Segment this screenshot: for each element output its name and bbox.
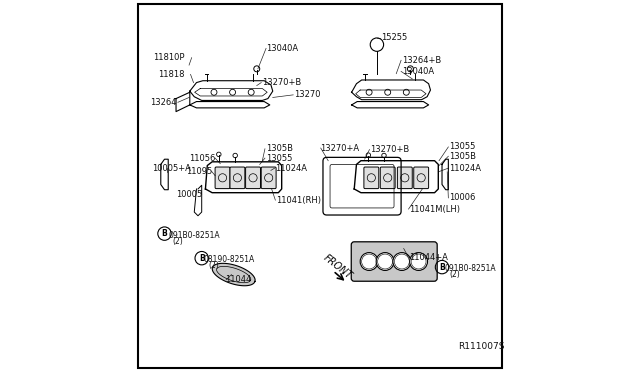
Circle shape <box>360 253 378 270</box>
FancyBboxPatch shape <box>230 167 245 189</box>
Text: 091B0-8251A: 091B0-8251A <box>445 264 496 273</box>
Text: 11056: 11056 <box>189 154 216 163</box>
Polygon shape <box>212 263 255 286</box>
FancyBboxPatch shape <box>364 167 379 189</box>
Text: 13270+B: 13270+B <box>370 145 410 154</box>
Text: 13055: 13055 <box>449 142 476 151</box>
FancyBboxPatch shape <box>351 242 437 281</box>
FancyBboxPatch shape <box>413 167 429 189</box>
Text: 13055: 13055 <box>266 154 292 163</box>
Text: 091B0-8251A: 091B0-8251A <box>168 231 220 240</box>
Text: B: B <box>439 263 445 272</box>
Text: 11024A: 11024A <box>449 164 481 173</box>
Text: (2): (2) <box>449 270 460 279</box>
Text: 11041(RH): 11041(RH) <box>276 196 321 205</box>
FancyBboxPatch shape <box>261 167 276 189</box>
FancyBboxPatch shape <box>397 167 412 189</box>
Text: 13270: 13270 <box>294 90 321 99</box>
Text: 13040A: 13040A <box>402 67 434 76</box>
Circle shape <box>410 253 428 270</box>
Text: 11044+A: 11044+A <box>410 253 448 262</box>
Text: 10006: 10006 <box>449 193 476 202</box>
Text: FRONT: FRONT <box>322 253 354 281</box>
Text: (2): (2) <box>209 261 219 270</box>
FancyBboxPatch shape <box>246 167 260 189</box>
Text: 15255: 15255 <box>381 33 408 42</box>
Text: 1305B: 1305B <box>449 152 476 161</box>
Circle shape <box>393 253 411 270</box>
Text: 13264: 13264 <box>150 98 177 107</box>
Text: R111007S: R111007S <box>458 342 504 351</box>
Text: 11024A: 11024A <box>275 164 307 173</box>
FancyBboxPatch shape <box>380 167 395 189</box>
Text: B: B <box>162 229 168 238</box>
FancyBboxPatch shape <box>215 167 230 189</box>
Text: 11041M(LH): 11041M(LH) <box>410 205 460 214</box>
Text: 11818: 11818 <box>157 70 184 79</box>
Text: 11095: 11095 <box>186 167 212 176</box>
Text: (2): (2) <box>173 237 184 246</box>
Circle shape <box>376 253 394 270</box>
Text: 13040A: 13040A <box>266 44 298 53</box>
Text: 13270+B: 13270+B <box>262 78 301 87</box>
Text: B: B <box>199 254 205 263</box>
Text: 10005+A: 10005+A <box>152 164 191 173</box>
Text: 11044: 11044 <box>225 275 252 284</box>
Text: 13270+A: 13270+A <box>320 144 359 153</box>
Text: 10005: 10005 <box>177 190 203 199</box>
Text: 13264+B: 13264+B <box>402 56 441 65</box>
Text: 1305B: 1305B <box>266 144 293 153</box>
Text: 08190-8251A: 08190-8251A <box>204 255 255 264</box>
Text: 11810P: 11810P <box>153 53 184 62</box>
